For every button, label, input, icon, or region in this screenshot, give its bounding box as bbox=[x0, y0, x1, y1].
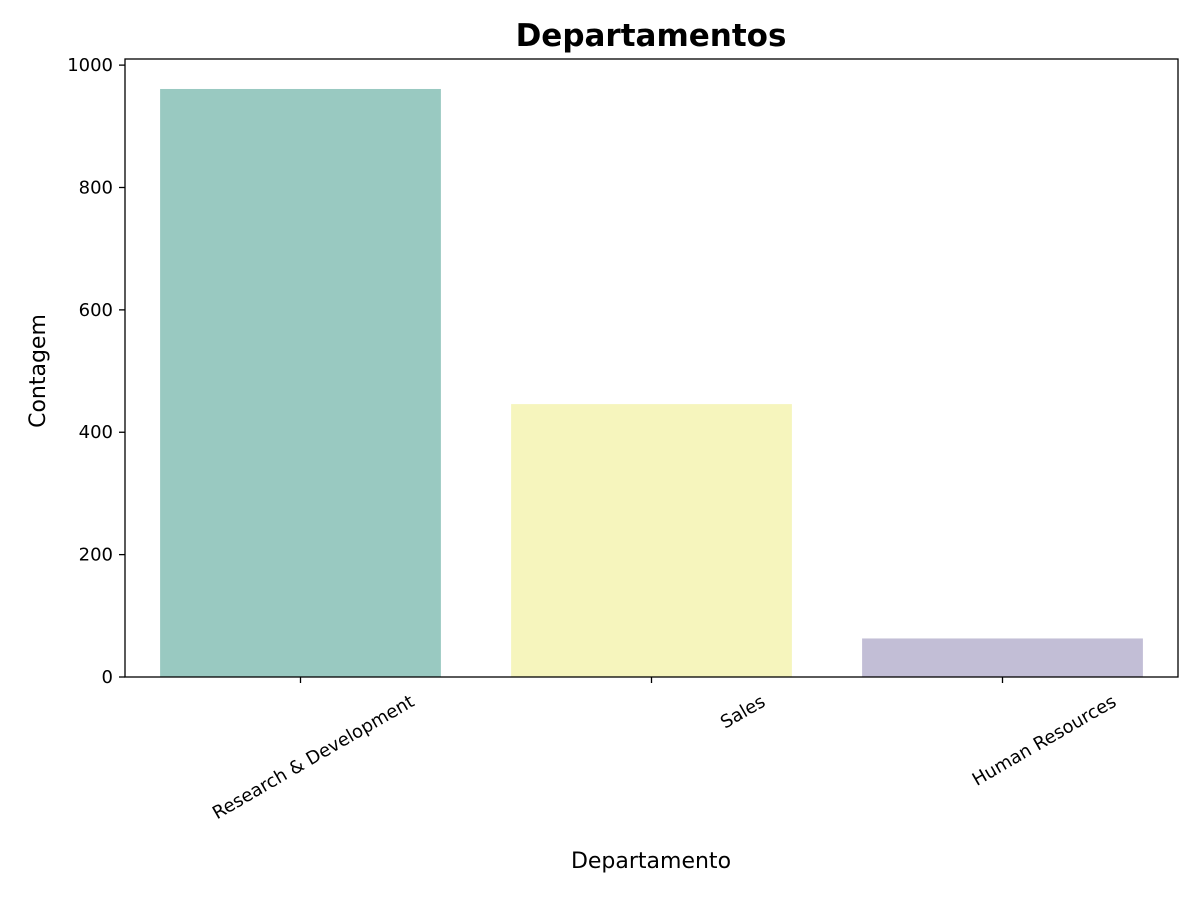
y-tick-label-3: 600 bbox=[79, 300, 113, 321]
y-tick-label-1: 200 bbox=[79, 545, 113, 566]
y-tick-label-4: 800 bbox=[79, 177, 113, 198]
bar-0 bbox=[160, 88, 441, 677]
y-tick-label-2: 400 bbox=[79, 422, 113, 443]
x-tick-label-2: Human Resources bbox=[969, 691, 1120, 790]
y-axis: 0 200 400 600 800 1000 bbox=[67, 55, 125, 688]
bar-2 bbox=[862, 638, 1143, 677]
bars-group bbox=[160, 88, 1143, 677]
x-tick-label-0: Research & Development bbox=[209, 691, 418, 824]
y-tick-label-0: 0 bbox=[102, 667, 113, 688]
x-axis-label: Departamento bbox=[571, 849, 731, 874]
y-tick-label-5: 1000 bbox=[67, 55, 113, 76]
x-axis: Research & Development Sales Human Resourc… bbox=[209, 677, 1120, 824]
y-axis-label: Contagem bbox=[26, 314, 51, 428]
bar-1 bbox=[511, 404, 792, 677]
chart-title: Departamentos bbox=[516, 18, 787, 54]
x-tick-label-1: Sales bbox=[717, 691, 769, 733]
